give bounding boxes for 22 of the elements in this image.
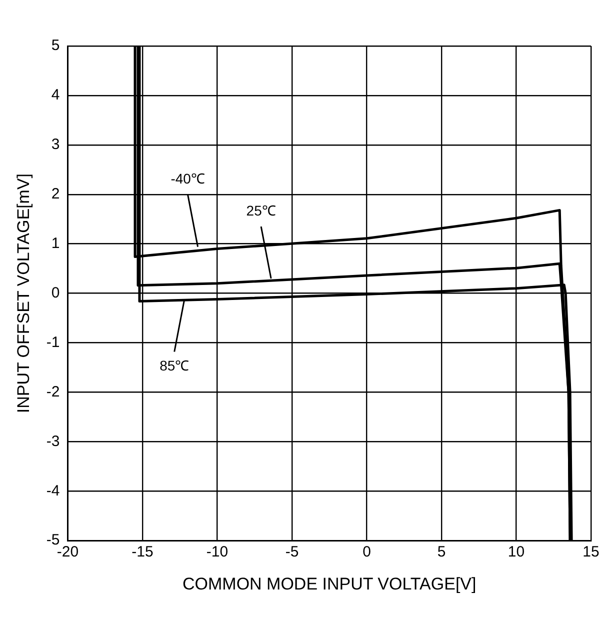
annotation: 25℃ bbox=[246, 202, 276, 218]
y-tick-label: 4 bbox=[51, 86, 60, 104]
x-tick-label: -5 bbox=[285, 544, 299, 561]
x-tick-label: -10 bbox=[206, 544, 228, 561]
y-tick-label: -2 bbox=[46, 383, 60, 400]
y-tick-label: -4 bbox=[46, 482, 60, 500]
y-tick-label: 1 bbox=[51, 234, 60, 252]
y-tick-label: 3 bbox=[51, 136, 60, 154]
y-axis-title: INPUT OFFSET VOLTAGE[mV] bbox=[14, 173, 33, 414]
y-tick-label: 0 bbox=[51, 284, 60, 302]
x-tick-label: 15 bbox=[582, 544, 600, 561]
x-tick-label: -15 bbox=[132, 544, 154, 561]
x-tick-label: 0 bbox=[362, 544, 371, 561]
x-axis-title: COMMON MODE INPUT VOLTAGE[V] bbox=[182, 574, 476, 594]
x-tick-label: 5 bbox=[437, 544, 446, 561]
x-tick-label: 10 bbox=[508, 544, 525, 561]
y-tick-label: 2 bbox=[51, 186, 60, 203]
annotation: -40℃ bbox=[170, 170, 205, 187]
annotation: 85℃ bbox=[160, 358, 190, 374]
y-tick-label: 5 bbox=[51, 37, 60, 54]
y-tick-label: -3 bbox=[46, 432, 60, 450]
y-tick-label: -1 bbox=[46, 334, 60, 351]
